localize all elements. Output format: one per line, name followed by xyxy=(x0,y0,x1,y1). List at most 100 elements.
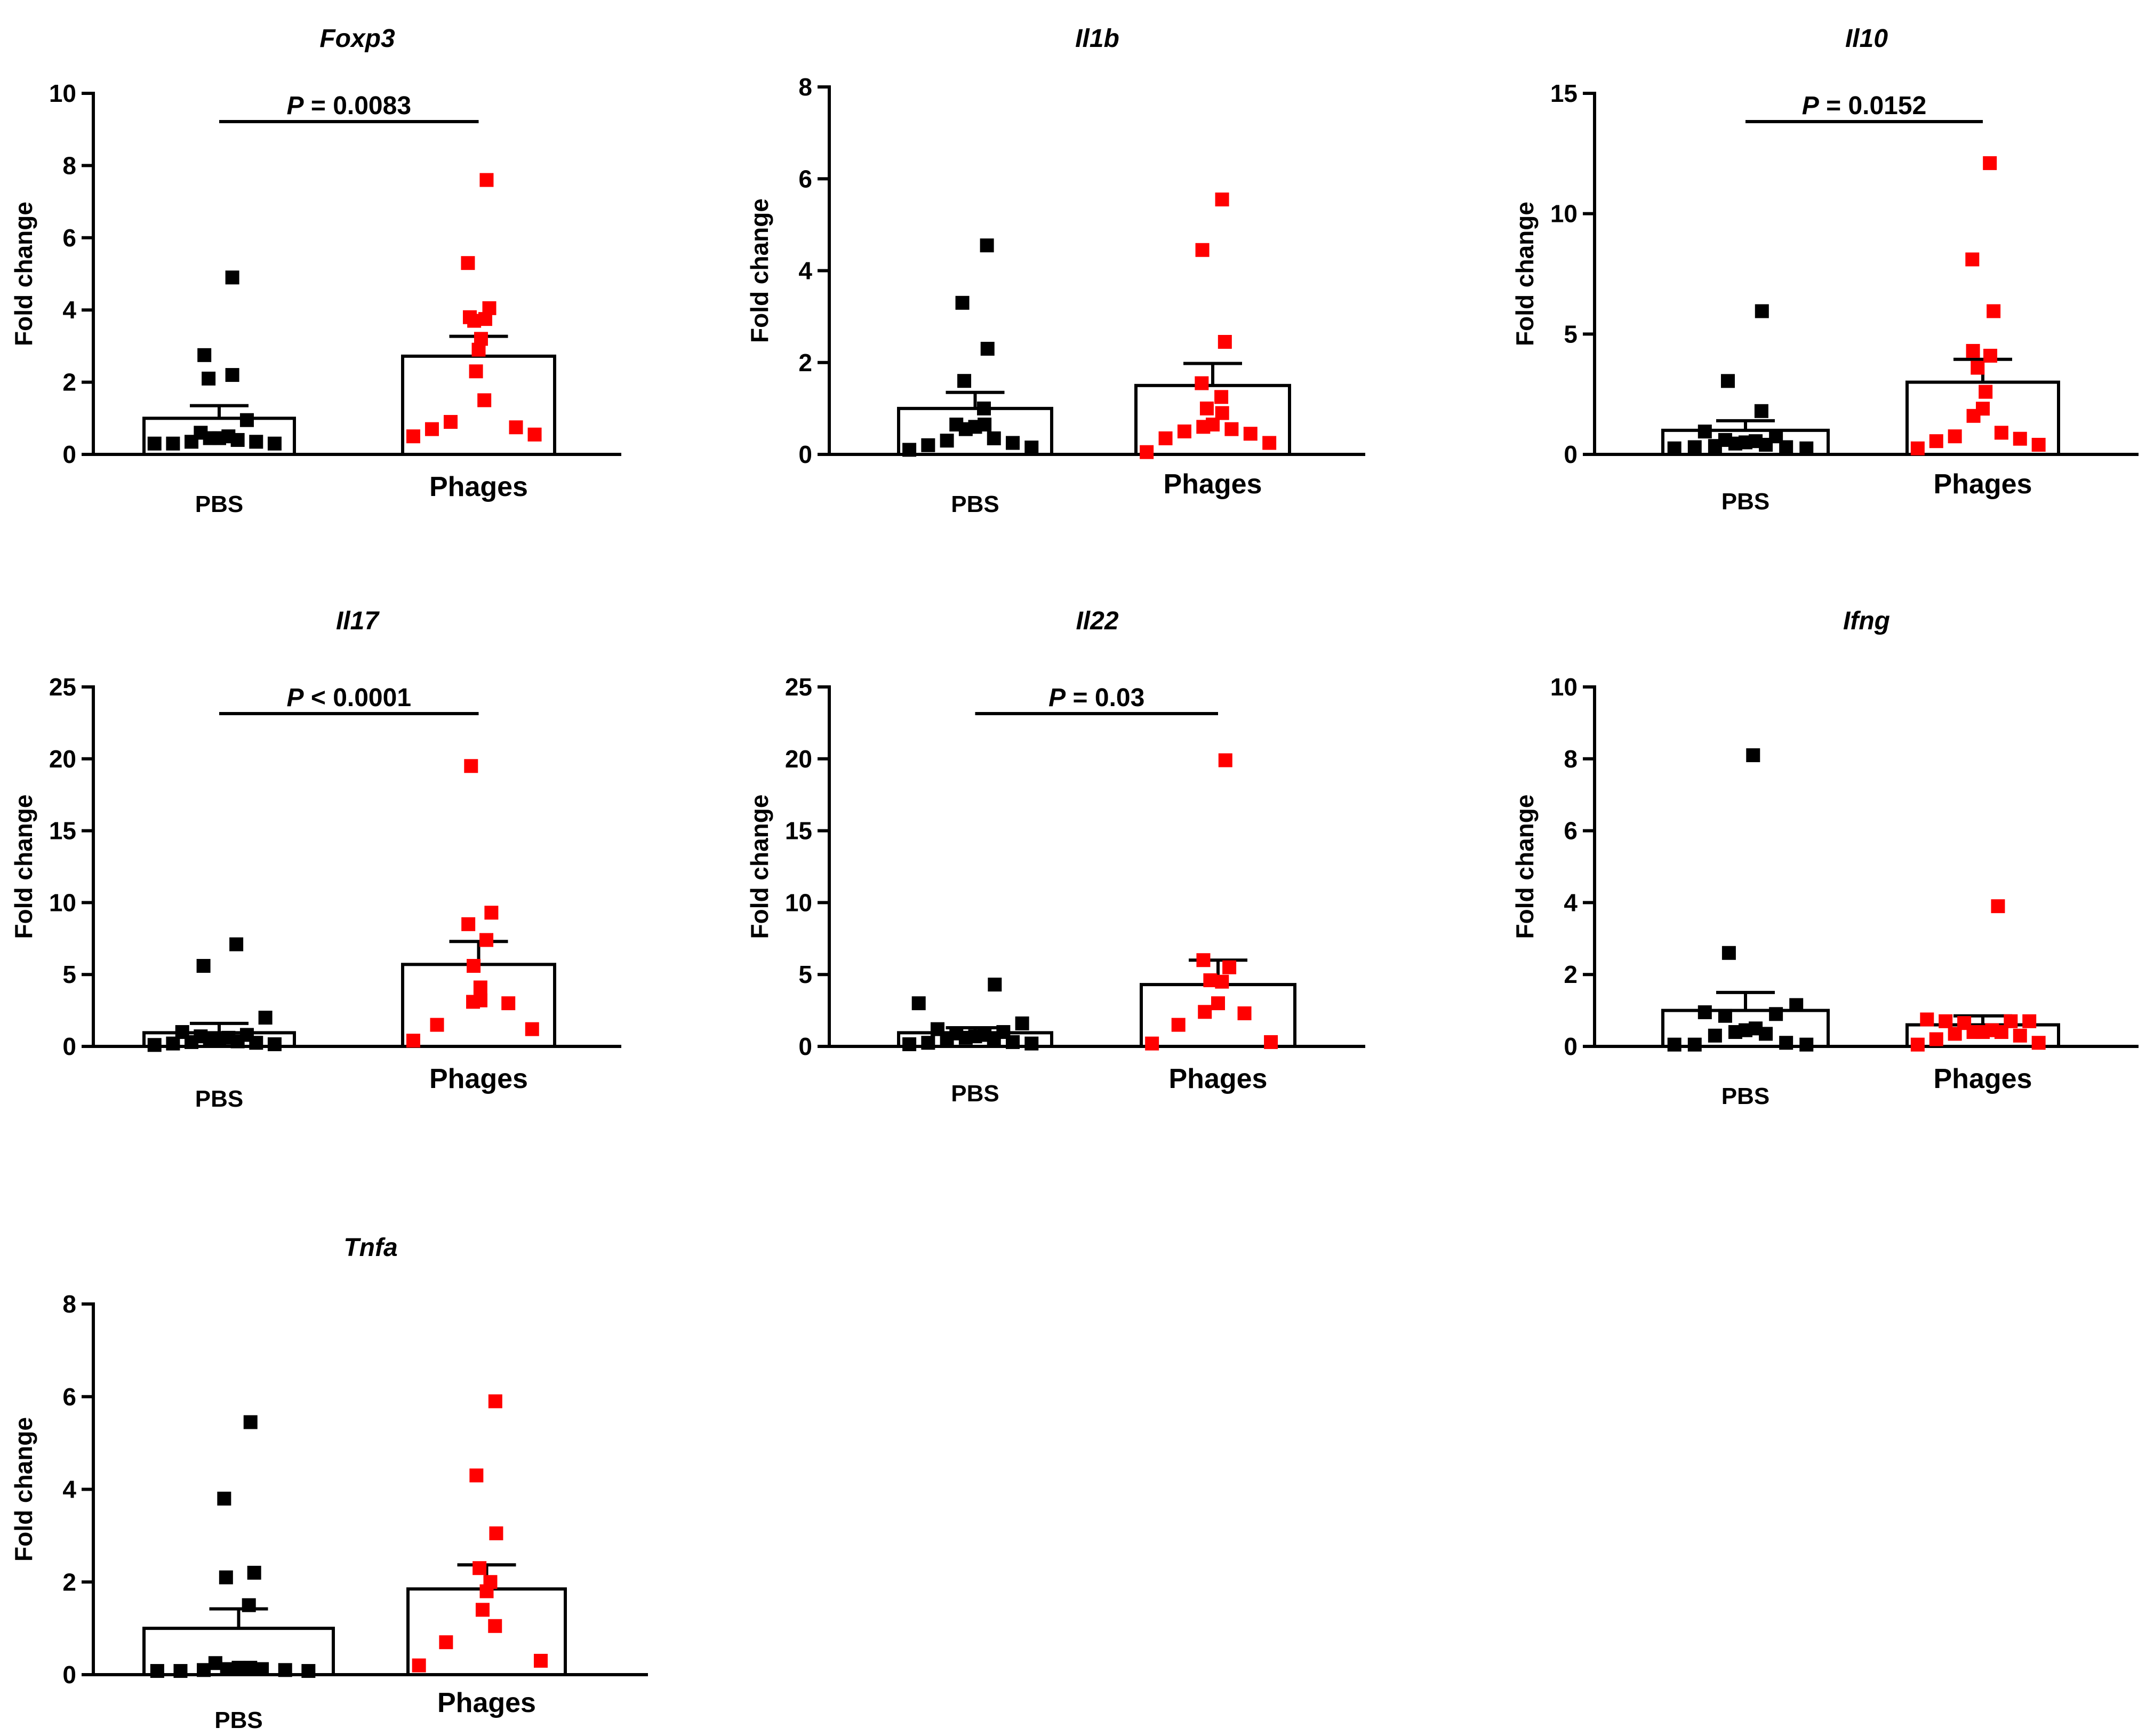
y-axis-label: Fold change xyxy=(746,795,773,939)
data-point-phages xyxy=(406,1034,420,1048)
y-tick-label: 0 xyxy=(62,1661,76,1689)
data-point-pbs xyxy=(921,438,935,452)
y-tick-label: 5 xyxy=(798,961,812,988)
data-point-pbs xyxy=(1799,1037,1814,1052)
y-tick-label: 5 xyxy=(1564,320,1578,348)
data-point-pbs xyxy=(194,426,208,440)
data-point-phages xyxy=(1171,1018,1186,1032)
data-point-phages xyxy=(527,427,542,442)
data-point-phages xyxy=(1224,422,1239,436)
data-point-pbs xyxy=(196,959,211,973)
data-point-pbs xyxy=(267,436,282,451)
chart-panel-ifng: Ifng Fold change 0 2 4 6 8 10 PBS Phages xyxy=(1511,607,2139,1109)
significance-label: P = 0.03 xyxy=(1048,684,1144,712)
data-point-pbs xyxy=(1718,1009,1732,1023)
data-point-phages xyxy=(425,422,439,436)
data-point-phages xyxy=(474,332,488,346)
data-point-phages xyxy=(1218,753,1232,767)
data-point-pbs xyxy=(1024,1036,1039,1051)
y-tick-label: 8 xyxy=(62,1290,76,1318)
x-category-label: Phages xyxy=(429,1063,528,1094)
data-point-phages xyxy=(1929,1032,1943,1046)
data-point-phages xyxy=(1983,348,1998,363)
data-point-phages xyxy=(2004,1014,2018,1028)
x-category-label: Phages xyxy=(429,471,528,502)
x-category-label: Phages xyxy=(1934,1063,2032,1094)
chart-title: Foxp3 xyxy=(319,25,395,53)
data-point-pbs xyxy=(1749,1021,1763,1036)
data-point-phages xyxy=(473,993,487,1007)
data-point-phages xyxy=(2013,1028,2027,1043)
y-axis-label: Fold change xyxy=(1511,202,1539,346)
data-point-phages xyxy=(1262,436,1277,450)
data-point-pbs xyxy=(194,1029,208,1044)
data-point-phages xyxy=(1939,1014,1953,1028)
data-point-phages xyxy=(479,173,494,187)
data-point-pbs xyxy=(147,1038,162,1052)
data-point-pbs xyxy=(249,435,263,449)
chart-title: Ifng xyxy=(1843,607,1890,635)
data-point-pbs xyxy=(978,418,992,432)
data-point-phages xyxy=(1264,1035,1278,1049)
y-tick-label: 0 xyxy=(62,1033,76,1060)
data-point-pbs xyxy=(980,341,995,356)
data-point-pbs xyxy=(231,1660,246,1675)
y-tick-label: 10 xyxy=(1550,200,1578,228)
y-tick-label: 6 xyxy=(62,224,76,252)
data-point-phages xyxy=(1966,343,1980,358)
data-point-phages xyxy=(1211,996,1225,1011)
y-axis-label: Fold change xyxy=(746,198,773,343)
y-tick-label: 2 xyxy=(1564,961,1578,988)
data-point-pbs xyxy=(219,1570,233,1585)
data-point-pbs xyxy=(225,368,239,382)
data-point-phages xyxy=(1976,402,1990,416)
x-category-label: Phages xyxy=(437,1687,536,1718)
data-point-pbs xyxy=(1667,1037,1681,1052)
data-point-phages xyxy=(467,959,481,973)
data-point-phages xyxy=(1983,156,1997,170)
data-point-phages xyxy=(1195,243,1210,257)
data-point-phages xyxy=(412,1658,426,1673)
y-axis-label: Fold change xyxy=(10,1417,37,1562)
y-tick-label: 2 xyxy=(62,369,76,396)
significance-label: P = 0.0152 xyxy=(1802,92,1927,120)
data-point-pbs xyxy=(239,1028,254,1042)
data-point-phages xyxy=(1991,899,2005,914)
data-point-phages xyxy=(1994,426,2008,440)
data-point-pbs xyxy=(1769,1007,1783,1021)
y-tick-label: 5 xyxy=(62,961,76,988)
data-point-pbs xyxy=(1697,425,1712,439)
data-point-phages xyxy=(1971,361,1985,375)
chart-title: Il10 xyxy=(1845,25,1888,53)
chart-title: Il1b xyxy=(1075,25,1119,53)
y-tick-label: 8 xyxy=(798,73,812,101)
data-point-phages xyxy=(1237,1006,1252,1020)
data-point-phages xyxy=(1965,252,1980,267)
data-point-pbs xyxy=(980,238,994,253)
y-tick-label: 6 xyxy=(62,1383,76,1411)
data-point-phages xyxy=(1215,193,1229,207)
data-point-pbs xyxy=(940,434,954,448)
x-category-label: Phages xyxy=(1164,469,1262,500)
data-point-pbs xyxy=(221,429,236,444)
data-point-phages xyxy=(533,1653,548,1668)
data-point-phages xyxy=(475,1603,490,1617)
x-category-label: PBS xyxy=(214,1707,262,1733)
data-point-phages xyxy=(1920,1012,1934,1027)
data-point-pbs xyxy=(955,295,970,310)
y-tick-label: 0 xyxy=(1564,441,1578,468)
significance-label: P < 0.0001 xyxy=(286,684,411,712)
data-point-pbs xyxy=(225,270,239,285)
x-category-label: PBS xyxy=(1721,489,1769,515)
x-category-label: Phages xyxy=(1934,469,2032,500)
data-point-pbs xyxy=(1667,441,1681,455)
data-point-phages xyxy=(501,996,516,1011)
data-point-pbs xyxy=(921,1036,935,1050)
data-point-phages xyxy=(439,1635,453,1650)
chart-panel-il1b: Il1b Fold change 0 2 4 6 8 PBS Phages xyxy=(746,25,1365,517)
y-tick-label: 6 xyxy=(798,165,812,193)
data-point-phages xyxy=(430,1018,444,1032)
chart-title: Tnfa xyxy=(343,1234,397,1262)
chart-panel-il10: Il10 Fold change 0 5 10 15 PBS Phages P = 0.0152 xyxy=(1511,25,2139,515)
y-tick-label: 25 xyxy=(49,673,76,701)
